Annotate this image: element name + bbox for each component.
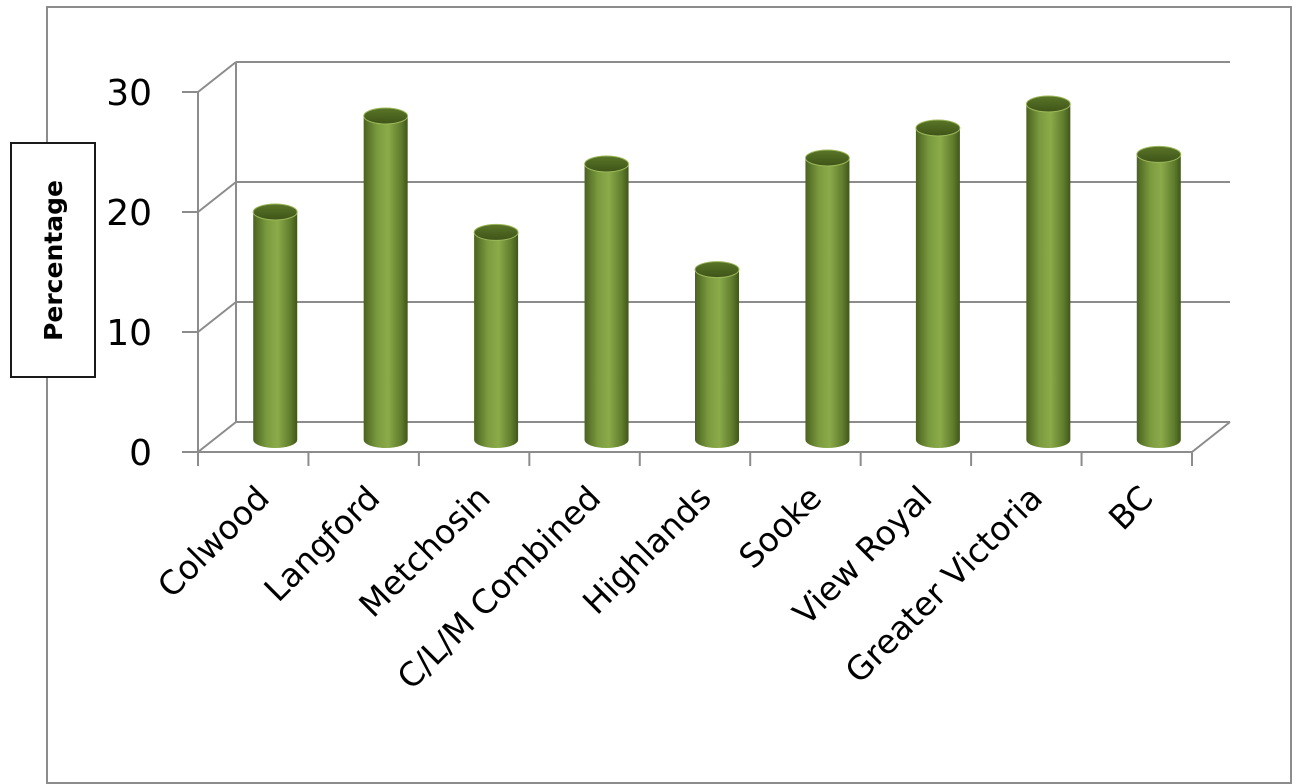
bar	[363, 107, 409, 448]
bar-body	[805, 158, 850, 448]
y-tick-label: 10	[106, 313, 152, 354]
bar-body	[1026, 104, 1071, 448]
bar-top	[473, 223, 519, 241]
y-axis-label-box: Percentage	[10, 142, 96, 378]
bar	[1025, 95, 1071, 448]
y-tick-label: 20	[106, 193, 152, 234]
bar-top	[252, 203, 298, 221]
bar-body	[915, 128, 960, 448]
bar	[694, 261, 740, 448]
bars	[252, 95, 1182, 448]
x-category-label: Colwood	[150, 478, 277, 605]
gridline-diagonal	[197, 181, 237, 213]
bar	[584, 155, 630, 448]
y-tick-labels: 0 10 20 30	[106, 73, 152, 474]
bar-body	[474, 232, 519, 448]
x-category-label: BC	[1101, 478, 1160, 537]
bar-top	[804, 149, 850, 167]
bar-body	[584, 164, 629, 448]
bar-top	[363, 107, 409, 125]
bar	[473, 223, 519, 448]
bar-top	[1136, 145, 1182, 163]
floor-edge	[1191, 421, 1231, 453]
gridline-diagonal	[197, 421, 237, 453]
bar	[1136, 145, 1182, 448]
x-category-label: Sooke	[731, 478, 829, 576]
bar	[804, 149, 850, 448]
bar-top	[584, 155, 630, 173]
bar-body	[1136, 154, 1181, 448]
bar	[252, 203, 298, 448]
y-tick-label: 0	[129, 433, 152, 474]
bar-body	[695, 269, 739, 448]
gridline-diagonal	[197, 301, 237, 333]
bar-top	[694, 261, 740, 279]
bar-top	[915, 119, 961, 137]
bar	[915, 119, 961, 448]
axes	[182, 91, 1231, 466]
y-axis-label: Percentage	[38, 179, 68, 341]
bar-top	[1025, 95, 1071, 113]
x-category-label: Greater Victoria	[838, 478, 1050, 690]
bar-body	[253, 212, 298, 448]
y-tick-label: 30	[106, 73, 152, 114]
gridline-diagonal	[197, 61, 237, 93]
x-category-label: C/L/M Combined	[390, 478, 609, 697]
bar-body	[363, 116, 408, 448]
